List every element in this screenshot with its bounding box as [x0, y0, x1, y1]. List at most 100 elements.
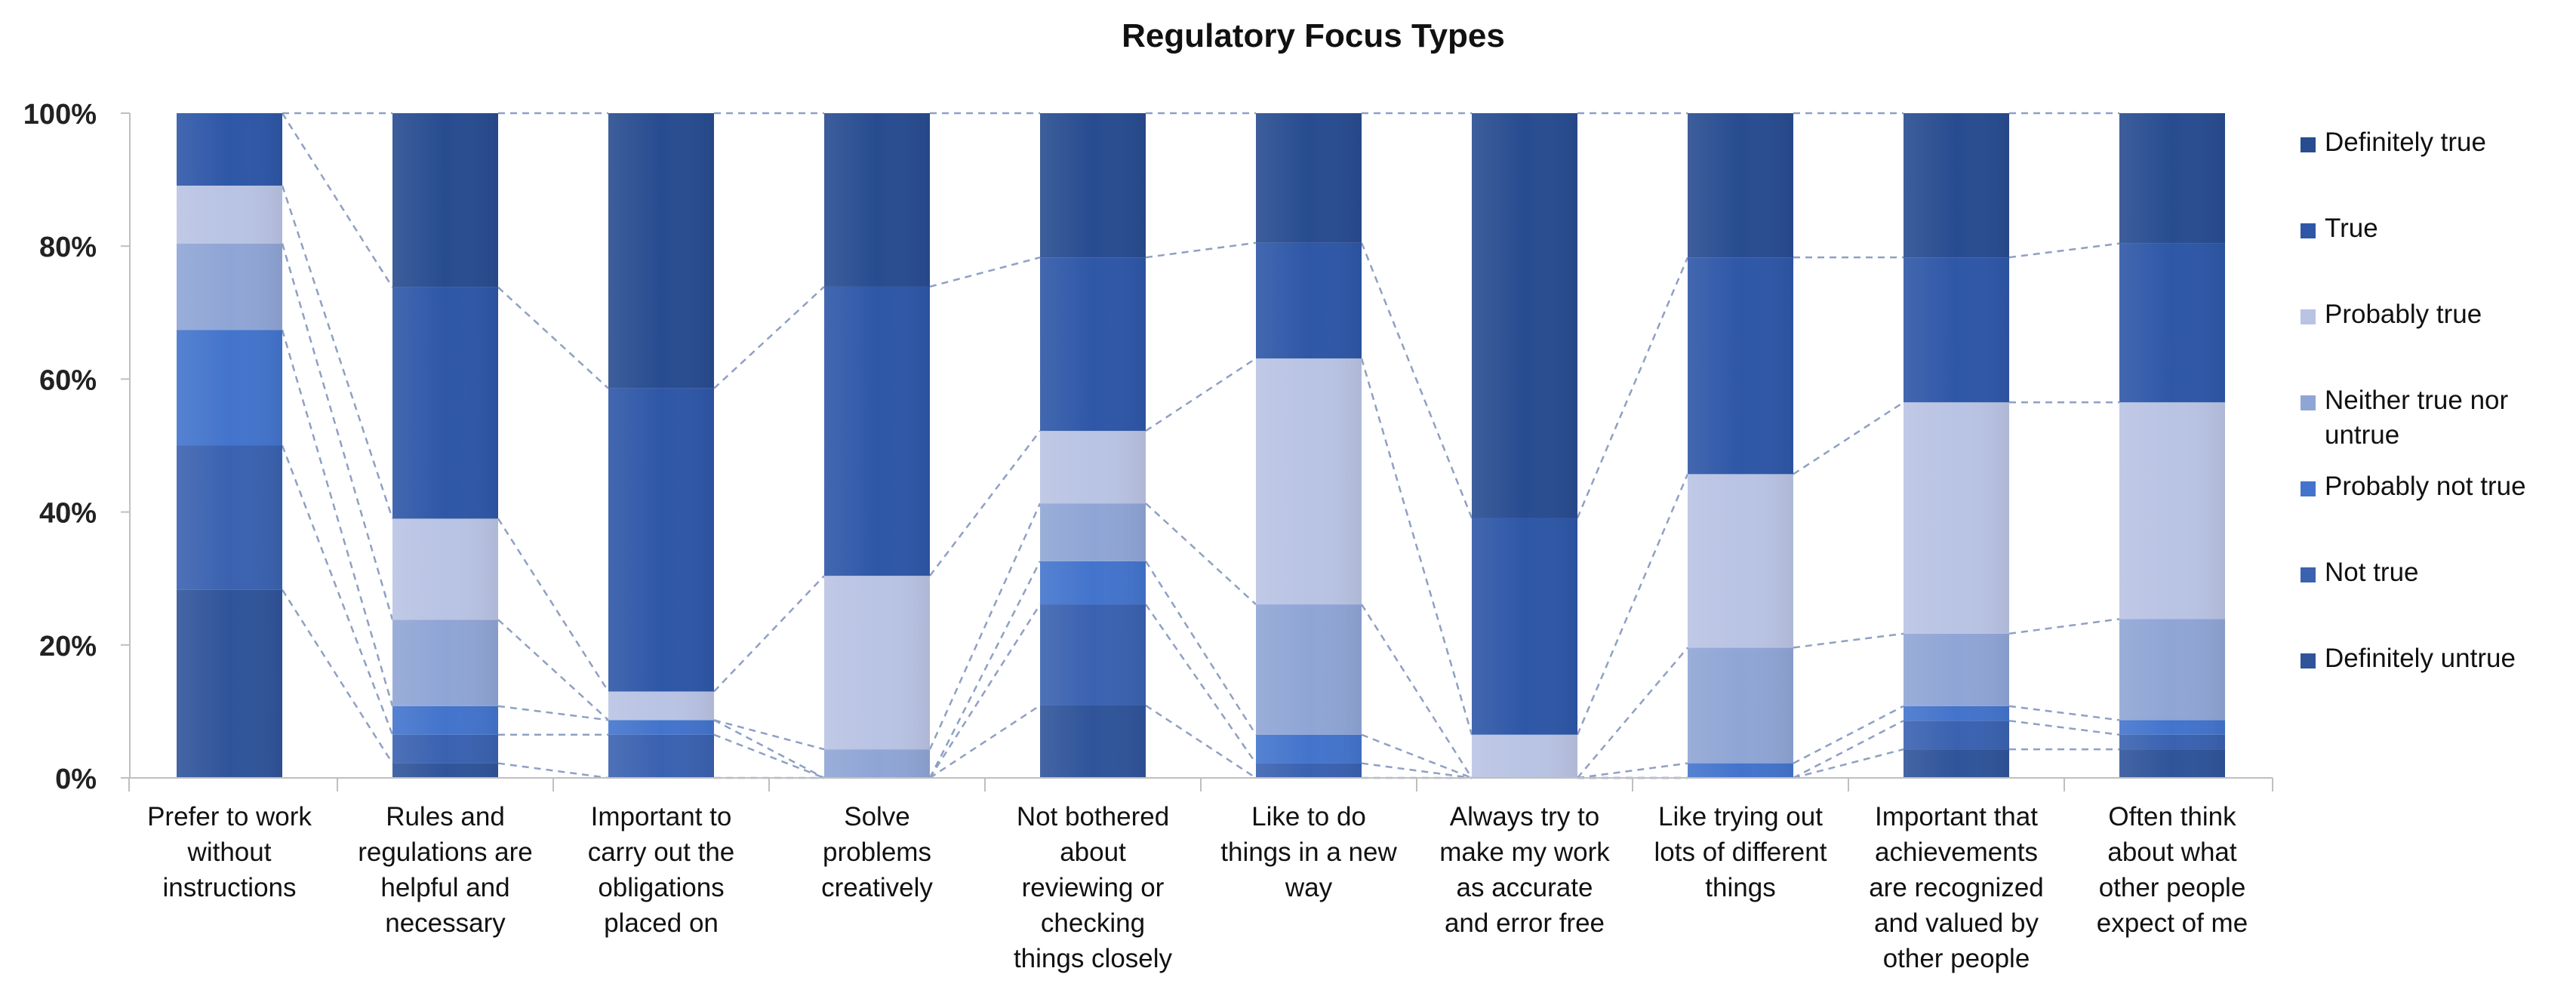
bar-segment-shading: [177, 243, 282, 330]
y-axis: 0% 20% 40% 60% 80% 100%: [23, 99, 131, 795]
series-connector-lines: [281, 112, 2120, 779]
bar-segment-shading: [824, 286, 930, 576]
series-connector-line: [281, 185, 394, 519]
bar-segment-shading: [1040, 561, 1146, 605]
series-connector-line: [281, 589, 394, 764]
x-tick-label: Like trying out lots of different things: [1654, 802, 1827, 902]
bar-segment-shading: [177, 445, 282, 590]
legend-label: Definitely untrue: [2325, 644, 2516, 673]
series-connector-line: [2008, 705, 2120, 721]
legend-label: Probably not true: [2325, 472, 2526, 501]
legend-label: Not true: [2325, 558, 2419, 587]
series-connector-line: [1793, 748, 1904, 779]
bar-segment-shading: [1472, 734, 1577, 778]
bar-segment-shading: [177, 113, 282, 186]
legend-item: Probably true: [2301, 300, 2482, 329]
bar-stacks: [177, 113, 2225, 778]
series-connector-line: [1576, 257, 1689, 519]
bar-segment-shading: [392, 734, 498, 764]
series-connector-line: [281, 243, 394, 620]
series-connector-line: [497, 619, 609, 721]
bar-segment-shading: [177, 186, 282, 244]
series-connector-line: [1793, 632, 1904, 649]
series-connector-line: [1793, 720, 1904, 779]
series-connector-line: [1360, 604, 1473, 779]
bar-segment-shading: [1904, 705, 2009, 721]
legend-item: Not true: [2301, 558, 2419, 587]
bar-segment-shading: [1040, 705, 1146, 778]
bar-segment-shading: [2119, 113, 2225, 244]
chart-title: Regulatory Focus Types: [1122, 17, 1505, 54]
series-connector-line: [929, 704, 1041, 779]
bar-segment-shading: [824, 113, 930, 287]
bar-segment-shading: [824, 576, 930, 750]
series-connector-line: [928, 561, 1042, 779]
x-tick-label: Always try to make my work as accurate and …: [1439, 802, 1610, 938]
bar-segment-shading: [1256, 113, 1362, 243]
series-connector-line: [497, 286, 609, 389]
bar-segment-shading: [1904, 633, 2009, 706]
bar-stack: [1472, 113, 1577, 778]
bar-stack: [824, 113, 930, 778]
bar-segment-shading: [1688, 113, 1793, 258]
series-connector-line: [1360, 242, 1473, 518]
bar-segment-shading: [608, 388, 714, 692]
series-connector-line: [281, 445, 394, 736]
series-connector-line: [1577, 647, 1688, 779]
bar-stack: [608, 113, 714, 778]
bar-segment-shading: [1472, 113, 1577, 518]
bar-stack: [1256, 113, 1362, 778]
x-tick-label: Important to carry out the obligations plac…: [588, 802, 735, 938]
series-connector-line: [713, 719, 825, 751]
legend-item: Definitely true: [2301, 128, 2486, 157]
bar-segment-shading: [1904, 402, 2009, 634]
bar-segment-shading: [1904, 257, 2009, 403]
bar-segment-shading: [1040, 431, 1146, 504]
legend-swatch: [2301, 653, 2316, 668]
bar-segment-shading: [1688, 647, 1793, 764]
series-connector-line: [928, 502, 1042, 750]
bar-segment-shading: [177, 330, 282, 446]
bar-segment-shading: [1040, 604, 1146, 705]
legend-label: Definitely true: [2325, 128, 2486, 157]
x-tick-label: Not bothered about reviewing or checking thi…: [1014, 802, 1173, 973]
bar-stack: [392, 113, 498, 778]
bar-stack: [1040, 113, 1146, 778]
bar-segment-shading: [1256, 358, 1362, 605]
series-connector-line: [1145, 358, 1257, 432]
legend-label: Neither true nor untrue: [2325, 386, 2509, 450]
legend-label: True: [2325, 214, 2378, 243]
bar-segment-shading: [1256, 763, 1362, 778]
legend-swatch: [2301, 137, 2316, 152]
bar-segment-shading: [2119, 749, 2225, 778]
x-tick-label: Like to do things in a new way: [1220, 802, 1397, 902]
bar-stack: [177, 113, 282, 778]
legend-label: Probably true: [2325, 300, 2482, 329]
bar-segment-shading: [2119, 243, 2225, 403]
series-connector-line: [929, 430, 1041, 576]
y-tick-label: 40%: [39, 498, 97, 530]
bar-stack: [1904, 113, 2009, 778]
bar-segment-shading: [392, 518, 498, 620]
bar-segment-shading: [2119, 734, 2225, 750]
bar-segment-shading: [608, 720, 714, 735]
bar-segment-shading: [1688, 763, 1793, 778]
bar-segment-shading: [824, 749, 930, 778]
y-tick-label: 80%: [39, 232, 97, 263]
bar-segment-shading: [392, 113, 498, 287]
y-tick-label: 0%: [55, 764, 97, 795]
legend-swatch: [2301, 481, 2316, 496]
series-connector-line: [1793, 401, 1904, 475]
bar-segment-shading: [1904, 721, 2009, 750]
bar-segment-shading: [392, 705, 498, 735]
bar-segment-shading: [1040, 503, 1146, 561]
series-connector-line: [1144, 561, 1257, 736]
series-connector-line: [1793, 705, 1904, 764]
x-axis: Prefer to work without instructions Rules a…: [128, 777, 2273, 973]
bar-segment-shading: [2119, 619, 2225, 721]
series-connector-line: [281, 329, 394, 707]
x-tick-label: Solve problems creatively: [821, 802, 933, 902]
series-connector-line: [497, 705, 609, 721]
x-tick-label: Important that achievements are recognized…: [1869, 802, 2044, 973]
